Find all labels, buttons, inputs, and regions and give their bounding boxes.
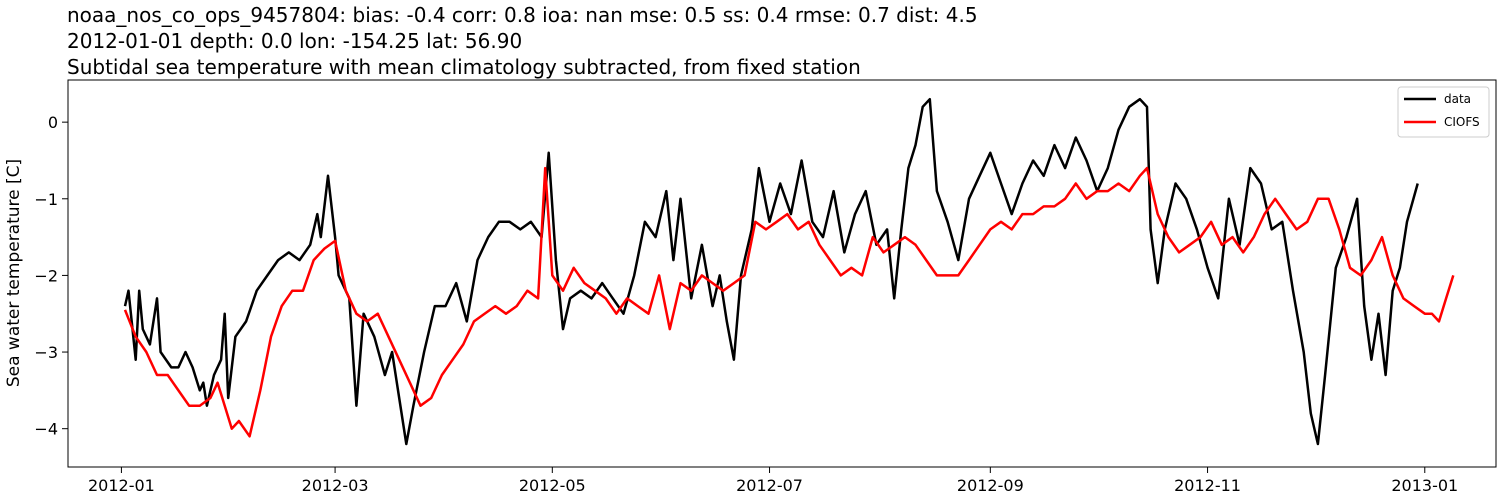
title-line-2: 2012-01-01 depth: 0.0 lon: -154.25 lat: … [67,29,523,53]
series-line-ciofs [123,166,1455,438]
series-layer [123,97,1455,446]
legend-label-ciofs: CIOFS [1444,115,1480,129]
y-tick-label: −4 [34,420,58,439]
y-tick-label: 0 [48,113,58,132]
series-line-data [123,97,1419,446]
x-tick-label: 2012-05 [519,476,586,495]
legend: data CIOFS [1397,86,1490,138]
title-line-1: noaa_nos_co_ops_9457804: bias: -0.4 corr… [67,3,978,27]
y-tick-label: −1 [34,190,58,209]
x-tick-label: 2012-01 [88,476,155,495]
title-line-3: Subtidal sea temperature with mean clima… [67,55,861,79]
y-axis: 0 −1 −2 −3 −4 [34,113,68,439]
chart-title: noaa_nos_co_ops_9457804: bias: -0.4 corr… [67,2,978,80]
x-tick-label: 2012-11 [1174,476,1241,495]
x-tick-label: 2012-07 [736,476,803,495]
legend-label-data: data [1444,92,1471,106]
y-tick-label: −2 [34,266,58,285]
x-axis: 2012-01 2012-03 2012-05 2012-07 2012-09 2012-… [88,467,1458,495]
plot-area [67,79,1497,468]
y-axis-label: Sea water temperature [C] [4,159,24,387]
y-tick-label: −3 [34,343,58,362]
x-tick-label: 2012-09 [957,476,1024,495]
x-tick-label: 2013-01 [1391,476,1458,495]
x-tick-label: 2012-03 [302,476,369,495]
